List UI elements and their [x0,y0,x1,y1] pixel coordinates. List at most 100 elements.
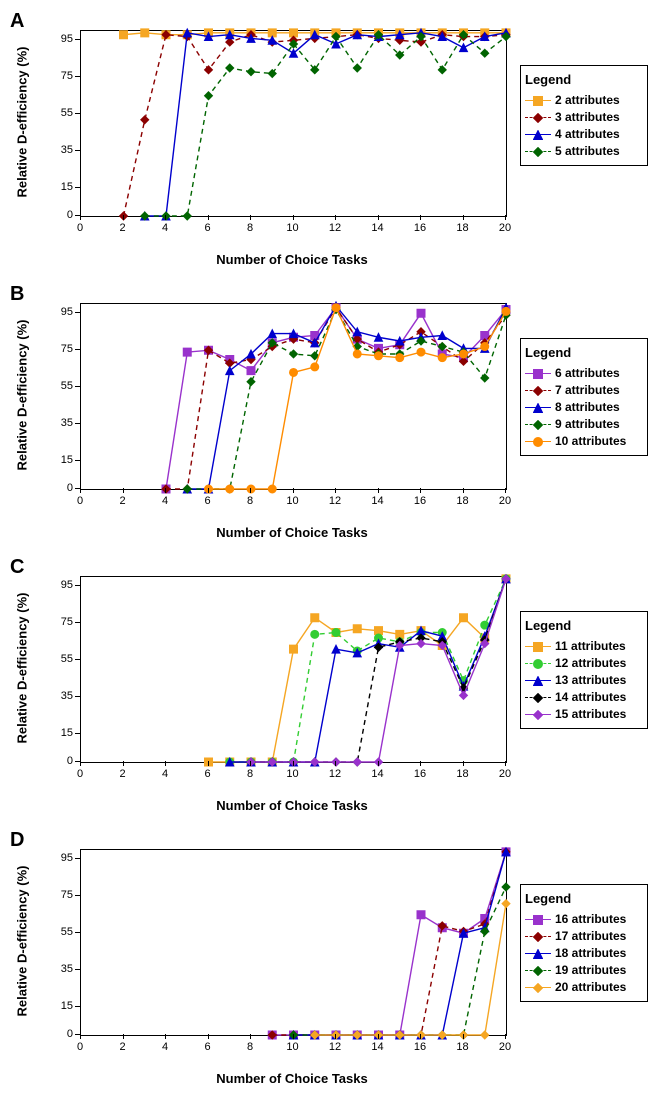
y-tick-mark [75,187,80,188]
series-marker [247,378,255,386]
y-tick-label: 0 [48,482,73,494]
x-tick-label: 12 [329,495,341,507]
y-tick-label: 0 [48,1028,73,1040]
legend-swatch [525,674,551,686]
plot-area [80,303,507,490]
x-tick-label: 10 [286,222,298,234]
legend-item-label: 14 attributes [555,690,626,704]
y-tick-mark [75,488,80,489]
y-tick-label: 35 [48,690,73,702]
legend-marker-icon [533,931,543,941]
y-tick-mark [75,761,80,762]
series-marker [226,38,234,46]
y-tick-label: 15 [48,1000,73,1012]
x-tick-label: 10 [286,1041,298,1053]
y-tick-label: 75 [48,616,73,628]
series-marker [502,307,510,315]
series-marker [247,367,255,375]
legend-swatch [525,418,551,430]
x-tick-label: 14 [371,768,383,780]
chart-svg [81,304,506,489]
x-tick-mark [165,215,166,220]
series-marker [438,354,446,362]
series-line [230,579,506,762]
series-marker [353,625,361,633]
chart-svg [81,577,506,762]
legend-marker-icon [533,709,543,719]
x-tick-label: 12 [329,768,341,780]
x-tick-label: 2 [119,1041,125,1053]
legend-item: 20 attributes [525,980,643,994]
series-line [166,308,506,489]
y-tick-label: 75 [48,70,73,82]
legend-item: 2 attributes [525,93,643,107]
legend-item-label: 20 attributes [555,980,626,994]
x-tick-mark [335,215,336,220]
series-line [230,579,506,762]
x-tick-mark [208,1034,209,1039]
x-tick-mark [208,215,209,220]
y-tick-mark [75,423,80,424]
legend-swatch [525,981,551,993]
x-tick-mark [80,1034,81,1039]
series-marker [226,64,234,72]
legend-item-label: 2 attributes [555,93,620,107]
x-tick-label: 14 [371,222,383,234]
legend-swatch [525,913,551,925]
series-marker [268,485,276,493]
legend-title: Legend [525,618,643,633]
series-marker [375,758,383,766]
x-tick-mark [505,1034,506,1039]
y-tick-mark [75,969,80,970]
x-tick-mark [250,215,251,220]
x-tick-label: 14 [371,1041,383,1053]
legend-item-label: 9 attributes [555,417,620,431]
y-tick-label: 75 [48,343,73,355]
series-marker [311,630,319,638]
x-tick-label: 8 [247,222,253,234]
series-marker [502,883,510,891]
series-marker [332,758,340,766]
legend-item-label: 3 attributes [555,110,620,124]
legend-item: 5 attributes [525,144,643,158]
series-marker [183,348,191,356]
legend-item: 13 attributes [525,673,643,687]
series-marker [417,309,425,317]
x-tick-label: 12 [329,222,341,234]
legend-item: 18 attributes [525,946,643,960]
panel-label: D [10,829,24,852]
legend-item-label: 5 attributes [555,144,620,158]
series-marker [311,363,319,371]
legend-marker-icon [533,692,543,702]
legend-marker-icon [533,402,543,412]
x-tick-label: 10 [286,768,298,780]
x-tick-label: 18 [456,222,468,234]
x-tick-mark [420,488,421,493]
legend-item: 8 attributes [525,400,643,414]
series-marker [247,485,255,493]
y-axis-label: Relative D-efficiency (%) [15,47,30,198]
plot-area [80,576,507,763]
series-marker [460,1031,468,1039]
legend-swatch [525,691,551,703]
x-tick-label: 18 [456,768,468,780]
y-tick-label: 55 [48,380,73,392]
x-tick-label: 12 [329,1041,341,1053]
legend-item-label: 11 attributes [555,639,626,653]
panel-b: BRelative D-efficiency (%)Number of Choi… [10,283,640,548]
legend-item: 4 attributes [525,127,643,141]
legend-item-label: 15 attributes [555,707,626,721]
series-line [294,852,507,1035]
y-axis-label: Relative D-efficiency (%) [15,593,30,744]
x-tick-label: 2 [119,222,125,234]
x-tick-label: 2 [119,495,125,507]
legend-swatch [525,145,551,157]
legend-swatch [525,435,551,447]
series-marker [290,645,298,653]
legend-marker-icon [533,419,543,429]
y-tick-mark [75,1034,80,1035]
x-tick-mark [378,1034,379,1039]
plot-area [80,849,507,1036]
legend-marker-icon [533,658,543,668]
series-marker [460,614,468,622]
